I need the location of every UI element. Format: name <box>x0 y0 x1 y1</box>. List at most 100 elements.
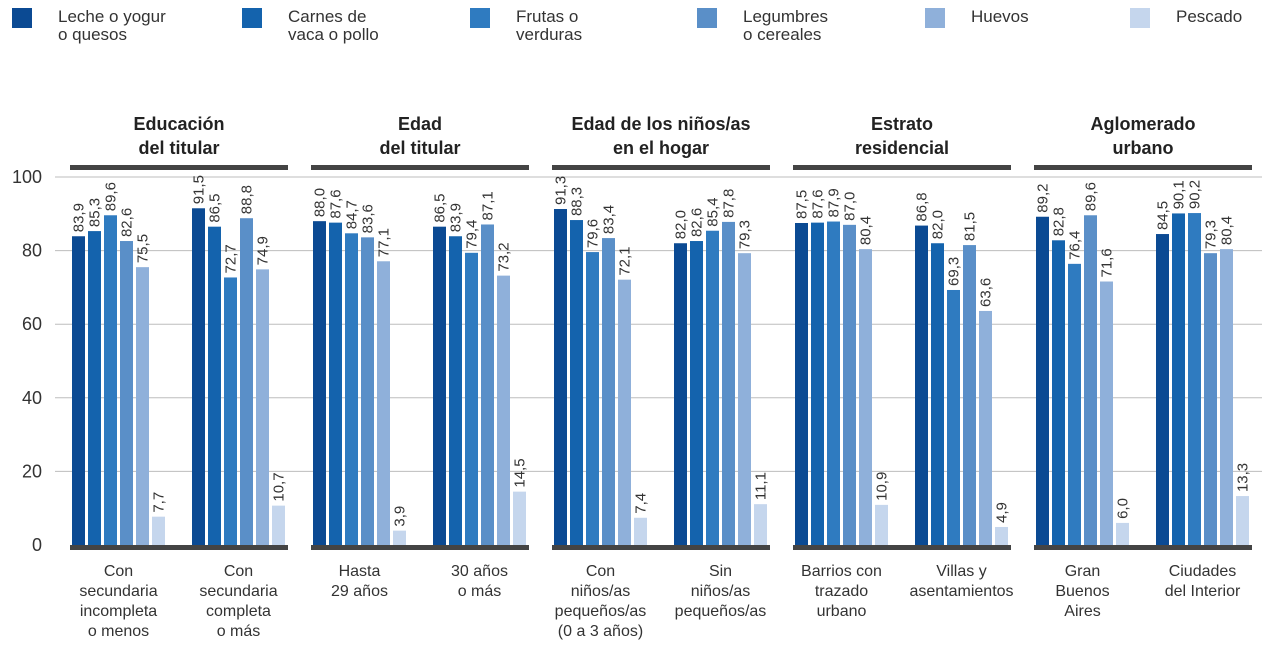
x-tick-label: Villas y asentamientos <box>909 563 1014 600</box>
bar <box>915 225 928 546</box>
value-label: 90,1 <box>1171 180 1188 209</box>
bar <box>256 269 269 545</box>
bar <box>449 236 462 546</box>
panel-top-rule <box>552 165 770 170</box>
bar <box>1204 253 1217 545</box>
value-label: 77,1 <box>376 228 393 257</box>
value-label: 91,3 <box>553 176 570 205</box>
value-label: 73,2 <box>496 242 513 271</box>
value-label: 87,1 <box>480 191 497 220</box>
legend-swatch <box>12 8 32 28</box>
bar <box>754 504 767 545</box>
bar <box>393 530 406 545</box>
value-label: 87,9 <box>826 188 843 217</box>
value-label: 89,6 <box>1083 182 1100 211</box>
y-tick-label: 100 <box>12 167 42 187</box>
x-tick-label: Gran Buenos Aires <box>1055 563 1110 620</box>
legend-label: Pescado <box>1176 7 1243 26</box>
value-label: 69,3 <box>946 257 963 286</box>
value-label: 82,6 <box>689 208 706 237</box>
bar <box>1084 215 1097 545</box>
value-label: 7,7 <box>151 492 168 513</box>
value-label: 79,4 <box>464 220 481 249</box>
bar <box>554 209 567 546</box>
group-title: Educación del titular <box>133 114 225 158</box>
bar <box>361 237 374 546</box>
bar <box>875 504 888 545</box>
panel-bottom-rule <box>1034 545 1252 550</box>
value-label: 83,4 <box>601 205 618 234</box>
legend-label: Frutas o verduras <box>516 7 583 44</box>
panel-top-rule <box>793 165 1011 170</box>
value-label: 71,6 <box>1099 248 1116 277</box>
panel-bottom-rule <box>552 545 770 550</box>
bar <box>1236 496 1249 545</box>
y-tick-label: 60 <box>22 314 42 334</box>
panel-top-rule <box>311 165 529 170</box>
value-label: 91,5 <box>191 175 208 204</box>
bar <box>1188 213 1201 545</box>
bar <box>1172 213 1185 545</box>
bar <box>272 505 285 545</box>
value-label: 79,6 <box>585 219 602 248</box>
value-label: 11,1 <box>753 472 770 500</box>
value-label: 88,0 <box>312 188 329 217</box>
value-label: 10,7 <box>271 472 288 501</box>
bar <box>738 253 751 545</box>
y-tick-label: 20 <box>22 461 42 481</box>
value-label: 87,5 <box>794 190 811 219</box>
bar <box>690 241 703 546</box>
bar <box>224 277 237 545</box>
value-label: 14,5 <box>512 458 529 487</box>
bar <box>570 220 583 545</box>
value-label: 75,5 <box>135 234 152 263</box>
bar <box>313 221 326 545</box>
value-label: 84,5 <box>1155 201 1172 230</box>
y-tick-label: 0 <box>32 535 42 555</box>
legend-swatch <box>697 8 717 28</box>
bar <box>120 241 133 546</box>
legend-swatch <box>470 8 490 28</box>
bar <box>931 243 944 546</box>
panel-bottom-rule <box>70 545 288 550</box>
x-tick-label: Ciudades del Interior <box>1164 563 1241 600</box>
value-label: 79,3 <box>737 220 754 249</box>
bar <box>722 221 735 545</box>
bar <box>811 222 824 545</box>
x-tick-label: Con niños/as pequeños/as (0 a 3 años) <box>554 563 647 640</box>
bar <box>1036 216 1049 545</box>
bar <box>1116 522 1129 545</box>
bar <box>995 526 1008 545</box>
value-label: 7,4 <box>633 493 650 514</box>
bar <box>433 226 446 545</box>
bar <box>1068 263 1081 545</box>
group-title: Edad del titular <box>379 114 461 158</box>
bar <box>136 267 149 545</box>
value-label: 86,5 <box>432 193 449 222</box>
bar <box>827 221 840 545</box>
value-label: 72,7 <box>223 244 240 273</box>
x-tick-label: Con secundaria incompleta o menos <box>79 563 158 640</box>
value-label: 85,4 <box>705 198 722 227</box>
legend-swatch <box>242 8 262 28</box>
legend-label: Legumbres o cereales <box>743 7 829 44</box>
value-label: 86,8 <box>914 192 931 221</box>
x-tick-label: 30 años o más <box>451 563 508 600</box>
value-label: 81,5 <box>962 212 979 241</box>
value-label: 86,5 <box>207 193 224 222</box>
bar <box>859 249 872 546</box>
value-label: 85,3 <box>87 198 104 227</box>
legend-label: Huevos <box>971 7 1029 26</box>
bar <box>634 517 647 545</box>
bar <box>1220 249 1233 546</box>
x-tick-label: Sin niños/as pequeños/as <box>674 563 767 620</box>
bar <box>192 208 205 545</box>
value-label: 63,6 <box>978 278 995 307</box>
value-label: 10,9 <box>874 472 891 501</box>
legend-swatch <box>925 8 945 28</box>
value-label: 72,1 <box>617 246 634 275</box>
x-tick-label: Con secundaria completa o más <box>199 563 278 640</box>
legend-swatch <box>1130 8 1150 28</box>
x-tick-label: Barrios con trazado urbano <box>801 563 882 620</box>
value-label: 87,6 <box>810 189 827 218</box>
